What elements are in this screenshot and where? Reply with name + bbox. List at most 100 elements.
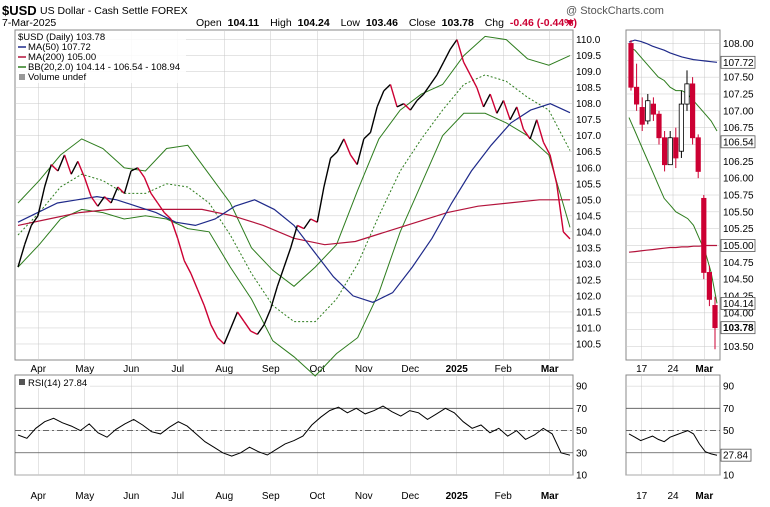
main-y-tick-label: 102.5 (576, 275, 601, 286)
high-label: High (270, 17, 292, 29)
main-y-tick-label: 109.0 (576, 67, 601, 78)
zoom-value-tag-box (720, 321, 756, 335)
price-segment (443, 48, 451, 63)
zoom-x-axis: 17 24 Mar (636, 364, 713, 375)
candle-body (628, 43, 634, 88)
main-x-tick-label: Nov (355, 364, 373, 375)
price-segment (103, 196, 112, 204)
rsi-x-tick-label: Sep (262, 491, 280, 502)
candle-body (634, 86, 640, 105)
price-segment (502, 100, 511, 120)
legend-volume-swatch (19, 74, 25, 80)
price-segment (176, 238, 185, 261)
price-segment (236, 311, 245, 322)
price-segment (556, 183, 565, 232)
rsi-x-tick-label: Jun (123, 491, 139, 502)
price-segment (163, 212, 172, 220)
price-segment (363, 132, 371, 140)
price-segment (117, 186, 125, 194)
symbol-description: US Dollar - Cash Settle FOREX (40, 5, 188, 17)
rsiz-x-tick-label: Mar (695, 491, 713, 502)
price-segment (263, 308, 272, 326)
zoom-y-tick-label: 105.25 (723, 224, 754, 235)
price-segment (376, 90, 385, 108)
rsi-y-tick-label: 10 (576, 471, 588, 482)
price-segment (110, 186, 119, 204)
zoom-bb-upper-line (628, 46, 718, 132)
main-x-tick-label: Aug (215, 364, 233, 375)
legend-bb: BB(20,2.0) 104.14 - 106.54 - 108.94 (28, 62, 180, 73)
price-segment (356, 138, 365, 165)
candle-body (706, 272, 713, 300)
main-y-tick-label: 106.5 (576, 147, 601, 158)
symbol-title: $USD (2, 3, 37, 18)
zoom-value-tags: 107.72 106.54 105.00 104.14 103.78 (720, 55, 756, 335)
zoom-y-tick-label: 103.50 (723, 342, 754, 353)
price-segment (456, 39, 465, 63)
price-segment (57, 154, 66, 172)
price-segment (369, 106, 378, 133)
price-segment (130, 167, 139, 172)
rsi-panel-frame (14, 374, 574, 476)
zoom-value-tag-box (720, 239, 756, 252)
price-segment (396, 103, 405, 108)
price-segment (196, 289, 205, 306)
rsi-zoom-line (628, 430, 718, 456)
price-segment (489, 93, 498, 114)
rsi-y-tick-label: 70 (576, 404, 588, 415)
price-segment (17, 244, 26, 268)
main-y-tick-label: 100.5 (576, 339, 601, 350)
price-segment (496, 100, 505, 114)
price-segment (23, 225, 32, 245)
rsi-value-tag-box (720, 448, 752, 462)
rsi-x-tick-label: Oct (309, 491, 325, 502)
price-segment (256, 324, 265, 335)
close-label: Close (409, 17, 436, 29)
main-y-tick-label: 104.5 (576, 211, 601, 222)
price-segment (330, 151, 338, 159)
rsi-x-tick-label: Dec (401, 491, 419, 502)
chart-header: $USD US Dollar - Cash Settle FOREX 7-Mar… (2, 3, 664, 29)
main-x-tick-label: Mar (541, 364, 559, 375)
main-series-layer (17, 35, 571, 377)
candle-body (695, 137, 701, 172)
main-y-tick-label: 108.5 (576, 83, 601, 94)
price-segment (343, 138, 352, 156)
chg-label: Chg (485, 17, 504, 29)
rsi-x-tick-label: Nov (355, 491, 373, 502)
zoom-y-tick-label: 105.50 (723, 207, 754, 218)
main-x-tick-label: Apr (30, 364, 46, 375)
price-segment (423, 84, 431, 95)
price-segment (349, 154, 358, 165)
legend-ma50: MA(50) 107.72 (28, 42, 91, 53)
zoom-value-tag: 105.00 (723, 241, 754, 252)
zoom-value-tag: 103.78 (723, 323, 754, 334)
main-y-tick-label: 110.0 (576, 35, 601, 46)
candle-body (656, 113, 662, 139)
rsi-y-tick-label: 90 (576, 382, 588, 393)
price-segment (90, 196, 99, 207)
rsi-x-tick-label: May (75, 491, 94, 502)
rsi-x-tick-label: Jul (171, 491, 184, 502)
price-segment (183, 260, 192, 274)
price-segment (157, 202, 165, 214)
price-segment (316, 186, 325, 223)
main-y-tick-label: 103.5 (576, 243, 601, 254)
close-value: 103.78 (442, 17, 474, 29)
price-segment (276, 266, 285, 287)
price-segment (50, 164, 59, 172)
zoom-series-layer (628, 39, 718, 350)
price-segment (270, 286, 279, 309)
rsi-zoom-x-axis: 17 24 Mar (636, 491, 713, 502)
price-segment (436, 61, 445, 76)
rsiz-y-tick-label: 90 (723, 382, 735, 393)
zoom-value-tag: 107.72 (723, 58, 754, 69)
price-segment (250, 330, 258, 335)
open-value: 104.11 (228, 17, 260, 29)
main-price-panel-frame (14, 29, 574, 361)
rsi-x-tick-label: Aug (215, 491, 233, 502)
price-segment (482, 93, 491, 108)
main-x-tick-label: Feb (495, 364, 513, 375)
rsi-value-tag: 27.84 (723, 451, 748, 462)
